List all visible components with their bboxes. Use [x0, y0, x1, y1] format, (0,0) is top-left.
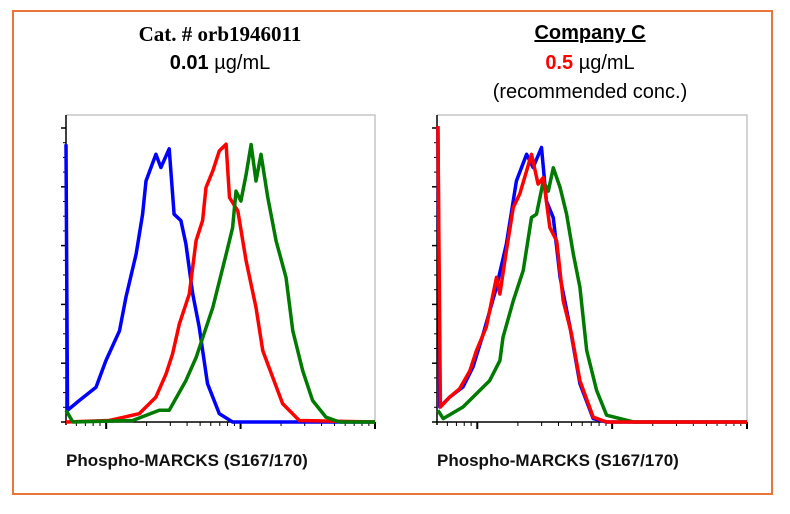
plot-frame: [66, 114, 376, 422]
left-conc-unit: µg/mL: [214, 52, 271, 74]
right-concentration: 0.5 µg/mL: [440, 52, 740, 75]
left-x-axis-label: Phospho-MARCKS (S167/170): [66, 451, 308, 470]
right-x-axis-label: Phospho-MARCKS (S167/170): [437, 451, 679, 470]
histogram-series-3: [436, 126, 747, 424]
left-catalog-title: Cat. # orb1946011: [138, 22, 302, 46]
histogram-series-2: [436, 166, 747, 424]
figure-border: [12, 10, 773, 495]
left-conc-value: 0.01: [169, 52, 209, 74]
right-company-title: Company C: [534, 22, 646, 44]
right-recommended-note: (recommended conc.): [492, 81, 688, 103]
right-conc-unit: µg/mL: [578, 52, 635, 74]
histogram-series-2: [65, 142, 376, 424]
right-histogram: [432, 114, 748, 429]
right-conc-value: 0.5: [545, 52, 574, 74]
left-histogram: [61, 114, 376, 429]
histogram-series-3: [64, 142, 375, 424]
left-concentration: 0.01 µg/mL: [60, 52, 380, 75]
histogram-series-1: [64, 144, 375, 424]
plot-frame: [437, 114, 748, 422]
